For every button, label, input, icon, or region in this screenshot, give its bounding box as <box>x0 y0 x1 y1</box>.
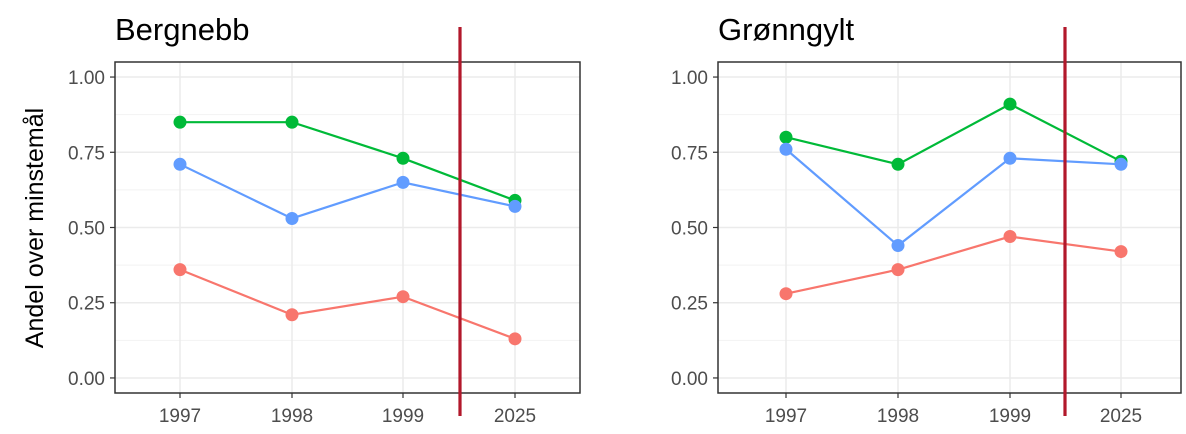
panel-border <box>717 61 1182 394</box>
x-tick-label: 2025 <box>494 406 536 427</box>
data-point <box>508 199 522 213</box>
data-point <box>396 290 410 304</box>
x-tick-label: 1998 <box>271 406 313 427</box>
y-axis-label: Andel over minstemål <box>21 108 49 348</box>
x-tick-label: 2025 <box>1100 406 1142 427</box>
series-line-2 <box>785 148 1122 247</box>
data-point <box>779 287 793 301</box>
data-point <box>891 157 905 171</box>
data-point <box>779 142 793 156</box>
y-tick-label: 1.00 <box>671 68 708 89</box>
data-point <box>779 130 793 144</box>
data-point <box>1003 151 1017 165</box>
data-point <box>891 263 905 277</box>
data-point <box>1114 157 1128 171</box>
panel-title: Grønngylt <box>718 12 854 47</box>
x-tick-label: 1999 <box>989 406 1031 427</box>
y-tick-label: 0.00 <box>68 369 105 390</box>
panel-title: Bergnebb <box>115 12 249 47</box>
series-line-1 <box>785 102 1122 166</box>
data-point <box>173 115 187 129</box>
x-tick-label: 1999 <box>382 406 424 427</box>
y-tick-label: 0.50 <box>68 219 105 240</box>
y-tick-label: 0.75 <box>671 143 708 164</box>
data-point <box>1003 97 1017 111</box>
data-point <box>173 263 187 277</box>
data-point <box>1114 245 1128 259</box>
x-tick-label: 1997 <box>765 406 807 427</box>
chart-panel-1: 0.00 0.25 0.50 0.75 1.00 1997 1998 1999 2025 Berg… <box>68 12 581 427</box>
y-tick-label: 0.25 <box>671 294 708 315</box>
data-point <box>891 239 905 253</box>
data-point <box>285 211 299 225</box>
data-point <box>285 308 299 322</box>
x-tick-label: 1998 <box>877 406 919 427</box>
y-tick-label: 0.75 <box>68 143 105 164</box>
data-point <box>396 175 410 189</box>
data-point <box>396 151 410 165</box>
y-tick-label: 1.00 <box>68 68 105 89</box>
chart-panel-2: 0.00 0.25 0.50 0.75 1.00 1997 1998 1999 2025 Grøn… <box>671 12 1182 427</box>
y-tick-label: 0.00 <box>671 369 708 390</box>
series-line-2 <box>179 163 516 220</box>
panel-border <box>114 61 581 394</box>
y-tick-label: 0.25 <box>68 294 105 315</box>
data-point <box>1003 230 1017 244</box>
data-point <box>285 115 299 129</box>
data-point <box>173 157 187 171</box>
y-tick-label: 0.50 <box>671 219 708 240</box>
series-line-3 <box>179 268 516 340</box>
x-tick-label: 1997 <box>159 406 201 427</box>
data-point <box>508 332 522 346</box>
